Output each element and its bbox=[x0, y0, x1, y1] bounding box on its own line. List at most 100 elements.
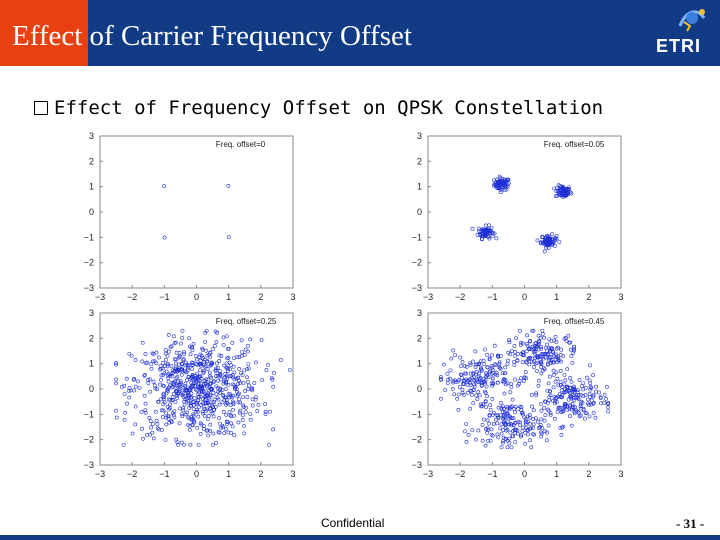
scatter-point bbox=[465, 390, 470, 395]
scatter-point bbox=[188, 442, 193, 447]
scatter-point bbox=[191, 407, 196, 411]
scatter-point bbox=[159, 408, 164, 413]
scatter-point bbox=[561, 354, 566, 359]
scatter-point bbox=[477, 226, 481, 231]
scatter-point bbox=[579, 392, 583, 397]
scatter-point bbox=[226, 235, 231, 240]
scatter-point bbox=[151, 352, 156, 356]
scatter-point bbox=[490, 234, 495, 239]
scatter-point bbox=[569, 396, 574, 401]
scatter-point bbox=[468, 361, 473, 366]
x-tick-label: −2 bbox=[455, 292, 465, 302]
scatter-point bbox=[529, 347, 534, 352]
scatter-point bbox=[456, 392, 461, 397]
scatter-point bbox=[486, 428, 490, 432]
scatter-point bbox=[237, 410, 242, 415]
scatter-point bbox=[150, 359, 155, 364]
scatter-point bbox=[127, 395, 132, 400]
offset-annotation: Freq. offset=0.05 bbox=[544, 140, 605, 149]
scatter-point bbox=[180, 412, 184, 417]
scatter-point bbox=[552, 338, 557, 343]
scatter-point bbox=[198, 421, 203, 425]
y-tick-label: −1 bbox=[412, 232, 422, 242]
y-tick-label: −2 bbox=[84, 258, 94, 268]
scatter-point bbox=[485, 418, 490, 423]
scatter-point bbox=[216, 378, 220, 383]
scatter-point bbox=[568, 376, 573, 380]
scatter-point bbox=[237, 378, 242, 383]
scatter-point bbox=[182, 402, 187, 407]
scatter-point bbox=[481, 402, 485, 407]
scatter-point bbox=[483, 389, 487, 394]
y-tick-label: −2 bbox=[412, 435, 422, 445]
scatter-point bbox=[230, 424, 235, 429]
scatter-point bbox=[560, 425, 565, 430]
scatter-point bbox=[198, 362, 203, 367]
scatter-point bbox=[193, 373, 198, 378]
scatter-point bbox=[177, 355, 181, 360]
scatter-point bbox=[137, 386, 142, 390]
scatter-point bbox=[555, 376, 560, 381]
scatter-point bbox=[201, 424, 206, 429]
scatter-point bbox=[177, 383, 182, 387]
scatter-point bbox=[236, 382, 240, 386]
scatter-point bbox=[563, 378, 568, 383]
scatter-point bbox=[240, 418, 245, 422]
scatter-point bbox=[483, 227, 488, 232]
scatter-point bbox=[542, 406, 547, 410]
scatter-point bbox=[588, 385, 593, 389]
scatter-point bbox=[536, 378, 541, 383]
scatter-point bbox=[197, 361, 202, 366]
scatter-point bbox=[468, 406, 473, 411]
scatter-point bbox=[136, 379, 140, 384]
scatter-point bbox=[114, 377, 118, 382]
scatter-point bbox=[217, 416, 222, 420]
scatter-point bbox=[511, 434, 516, 439]
scatter-point bbox=[133, 404, 138, 409]
scatter-point bbox=[163, 351, 168, 356]
scatter-point bbox=[438, 375, 443, 379]
scatter-point bbox=[532, 351, 537, 356]
scatter-point bbox=[490, 376, 495, 381]
scatter-point bbox=[194, 388, 199, 393]
scatter-point bbox=[163, 348, 168, 352]
scatter-point bbox=[572, 398, 577, 402]
scatter-point bbox=[205, 367, 210, 371]
scatter-point bbox=[526, 432, 530, 437]
scatter-point bbox=[196, 378, 200, 383]
scatter-point bbox=[197, 390, 202, 395]
scatter-point bbox=[462, 378, 467, 383]
scatter-point bbox=[554, 189, 559, 193]
scatter-point bbox=[578, 404, 583, 409]
scatter-point bbox=[225, 420, 230, 424]
scatter-point bbox=[525, 428, 530, 432]
scatter-point bbox=[501, 414, 506, 418]
page-number: - 31 - bbox=[676, 516, 705, 531]
scatter-point bbox=[551, 360, 556, 365]
scatter-point bbox=[114, 360, 118, 365]
scatter-point bbox=[166, 376, 171, 380]
scatter-point bbox=[196, 383, 200, 388]
scatter-point bbox=[162, 184, 167, 189]
scatter-point bbox=[527, 413, 532, 417]
scatter-point bbox=[246, 349, 250, 354]
scatter-point bbox=[172, 409, 177, 413]
scatter-point bbox=[177, 351, 182, 355]
scatter-point bbox=[221, 335, 226, 340]
scatter-point bbox=[187, 428, 192, 432]
scatter-point bbox=[458, 372, 463, 377]
scatter-point bbox=[553, 379, 558, 384]
scatter-point bbox=[552, 416, 557, 421]
scatter-point bbox=[168, 402, 173, 407]
scatter-point bbox=[186, 367, 191, 372]
scatter-point bbox=[207, 353, 211, 357]
scatter-point bbox=[495, 413, 500, 418]
scatter-point bbox=[161, 402, 166, 407]
scatter-point bbox=[503, 437, 508, 441]
scatter-point bbox=[511, 429, 516, 433]
scatter-point bbox=[508, 430, 513, 435]
scatter-point bbox=[504, 185, 509, 190]
scatter-point bbox=[263, 409, 268, 414]
scatter-point bbox=[460, 375, 464, 380]
